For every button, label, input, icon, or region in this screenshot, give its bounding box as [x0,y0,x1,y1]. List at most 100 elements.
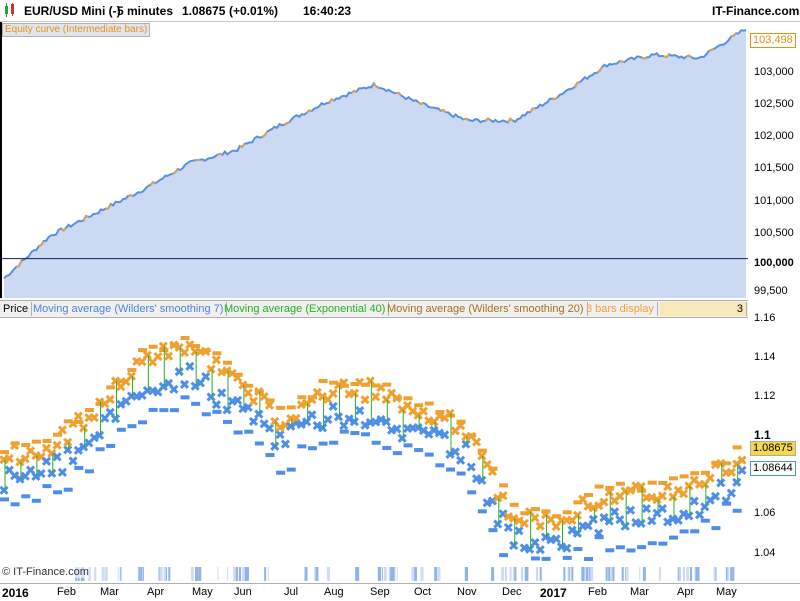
orange-bar-marker [84,408,94,413]
chart-type-icon[interactable] [3,3,17,17]
equity-drawdown-segment [440,109,447,113]
equity-drawdown-segment [16,260,23,268]
equity-drawdown-segment [395,91,402,96]
orange-bar-marker [21,443,31,448]
orange-bar-marker [732,445,742,450]
orange-bar-marker [31,439,41,444]
strip-tick [713,567,716,581]
price-panel[interactable] [0,318,748,581]
equity-drawdown-segment [328,98,335,104]
ma-wilders-7-marker [684,511,694,521]
clock: 16:40:23 [303,4,352,18]
blue-bar-marker [626,548,636,553]
equity-drawdown-segment [60,227,67,232]
equity-drawdown-segment [105,203,112,210]
orange-bar-marker [467,433,477,438]
orange-bar-marker [477,448,487,453]
blue-bar-marker [10,502,20,507]
ma-wilders-20-marker [63,437,73,447]
ma-wilders-7-marker [344,414,354,424]
strip-tick [437,567,441,581]
orange-bar-marker [169,342,179,347]
orange-bar-marker [658,480,668,485]
orange-bar-marker [138,348,148,353]
legend-bars-display[interactable]: 3 bars display [583,302,658,316]
legend-price[interactable]: Price [0,302,33,316]
blue-bar-marker [106,443,116,448]
ma-wilders-20-marker [588,503,598,513]
orange-bar-marker [339,383,349,388]
ma-wilders-20-marker [57,425,67,435]
strip-tick [315,567,319,581]
equity-drawdown-segment [686,54,692,58]
orange-bar-marker [63,419,73,424]
orange-bar-marker [562,510,572,515]
blue-bar-marker [424,452,434,457]
legend-ma-wilders-7[interactable]: Moving average (Wilders' smoothing 7) [30,302,228,316]
timeframe[interactable]: 5 minutes [117,4,174,18]
ma-wilders-7-marker [41,456,52,466]
equity-current-badge: 103,498 [750,33,796,48]
instrument-name[interactable]: EUR/USD Mini (-) [24,4,121,18]
ma-wilders-7-marker [657,504,667,514]
strip-tick [142,567,144,581]
orange-bar-marker [711,460,721,465]
equity-drawdown-segment [373,82,380,89]
ma-wilders-7-marker [641,504,651,514]
blue-bar-marker [53,490,63,495]
price-y-tick: 1.04 [754,547,776,559]
strip-tick [725,567,728,581]
x-tick: Aug [324,586,344,598]
ma-wilders-20-marker [647,492,657,502]
ma-wilders-20-marker [572,510,582,520]
blue-bar-marker [711,526,721,531]
blue-bar-marker [276,470,286,475]
orange-bar-marker [414,403,424,408]
equity-chart [2,29,748,299]
ma-wilders-7-marker [179,379,190,389]
ma-wilders-20-marker [530,513,540,523]
strip-tick [536,567,538,581]
blue-bar-marker [244,429,254,434]
ma-wilders-7-marker [487,496,498,506]
ma-wilders-7-marker [450,447,460,457]
ma-wilders-20-marker [222,366,232,376]
blue-bar-marker [180,395,190,400]
equity-drawdown-segment [417,101,424,105]
orange-bar-marker [329,380,339,385]
legend-ma-wilders-20[interactable]: Moving average (Wilders' smoothing 20) [384,302,588,316]
equity-y-tick: 101,500 [754,162,794,174]
ma-wilders-7-marker [540,532,551,542]
legend-ma-exp-40[interactable]: Moving average (Exponential 40) [221,302,390,316]
x-tick: Mar [630,586,649,598]
orange-bar-marker [116,379,126,384]
ma-wilders-7-marker [307,410,317,420]
strip-tick [233,567,237,581]
ma-wilders-7-marker [530,538,540,548]
blue-bar-marker [605,548,615,553]
ma-wilders-7-marker [206,392,216,402]
strip-tick [411,567,413,581]
strip-tick [639,567,641,581]
strip-tick [501,567,505,581]
equity-label[interactable]: Equity curve (Intermediate bars) [2,23,151,37]
strip-tick [491,567,493,581]
equity-drawdown-segment [82,215,89,221]
orange-bar-marker [42,438,52,443]
blue-bar-marker [191,401,201,406]
strip-tick [505,567,507,581]
strip-tick [381,567,383,581]
ma-wilders-20-marker [663,481,673,492]
ma-wilders-7-marker [493,519,503,529]
ma-wilders-20-marker [371,392,381,402]
equity-panel[interactable] [0,22,750,299]
orange-bar-marker [520,511,530,516]
ma-wilders-20-marker [142,350,152,360]
strip-tick [101,567,105,581]
ma-wilders-7-marker [318,423,328,433]
strip-tick [732,567,735,581]
legend-extra[interactable]: 3 [660,302,747,316]
strip-tick [571,567,574,581]
strip-tick [94,567,97,581]
x-tick: Mar [100,586,119,598]
